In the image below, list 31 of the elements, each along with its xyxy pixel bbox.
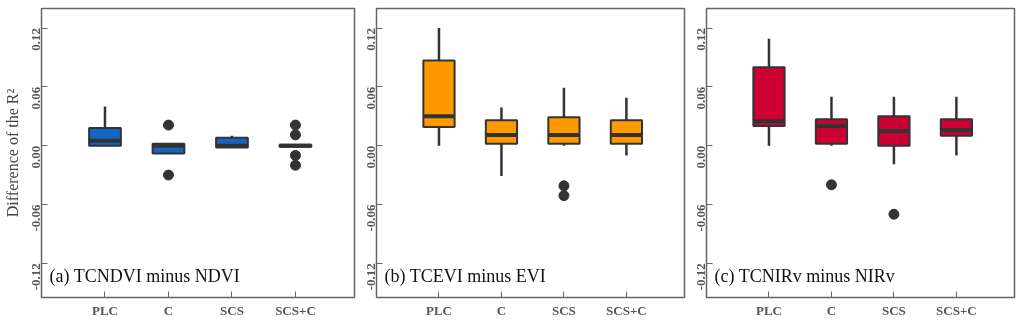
- y-tick-label: -0.06: [693, 203, 709, 232]
- x-tick-label: C: [826, 302, 837, 318]
- y-tick-label: 0.06: [693, 86, 709, 110]
- x-tick-label: C: [496, 302, 507, 318]
- y-tick-label: 0.12: [28, 28, 44, 51]
- annotation: (a) TCNDVI minus NDVI: [49, 265, 240, 287]
- y-tick-label: -0.12: [693, 263, 709, 291]
- x-tick-label: SCS+C: [936, 302, 977, 318]
- y-tick-label: 0.00: [693, 145, 709, 169]
- x-tick-label: C: [163, 302, 174, 318]
- y-tick-label: -0.12: [363, 263, 379, 291]
- x-tick-label: PLC: [755, 302, 782, 318]
- y-tick-label: -0.06: [363, 203, 379, 232]
- x-tick-label: SCS: [882, 302, 906, 318]
- y-tick-label: -0.06: [28, 203, 44, 232]
- x-tick-label: PLC: [425, 302, 452, 318]
- x-tick-label: SCS: [220, 302, 244, 318]
- y-tick-label: 0.06: [363, 86, 379, 110]
- y-tick-label: -0.12: [28, 263, 44, 291]
- y-tick-label: 0.12: [363, 28, 379, 51]
- y-tick-label: 0.00: [28, 145, 44, 169]
- y-tick-label: 0.12: [693, 28, 709, 51]
- annotation: (b) TCEVI minus EVI: [384, 265, 546, 287]
- y-tick-label: 0.06: [28, 86, 44, 110]
- x-tick-label: SCS: [552, 302, 576, 318]
- x-tick-label: SCS+C: [606, 302, 647, 318]
- y-tick-label: 0.00: [363, 145, 379, 169]
- y-axis-title: Difference of the R²: [3, 88, 21, 218]
- x-tick-label: SCS+C: [275, 302, 316, 318]
- annotation: (c) TCNIRv minus NIRv: [714, 265, 895, 287]
- x-tick-label: PLC: [91, 302, 118, 318]
